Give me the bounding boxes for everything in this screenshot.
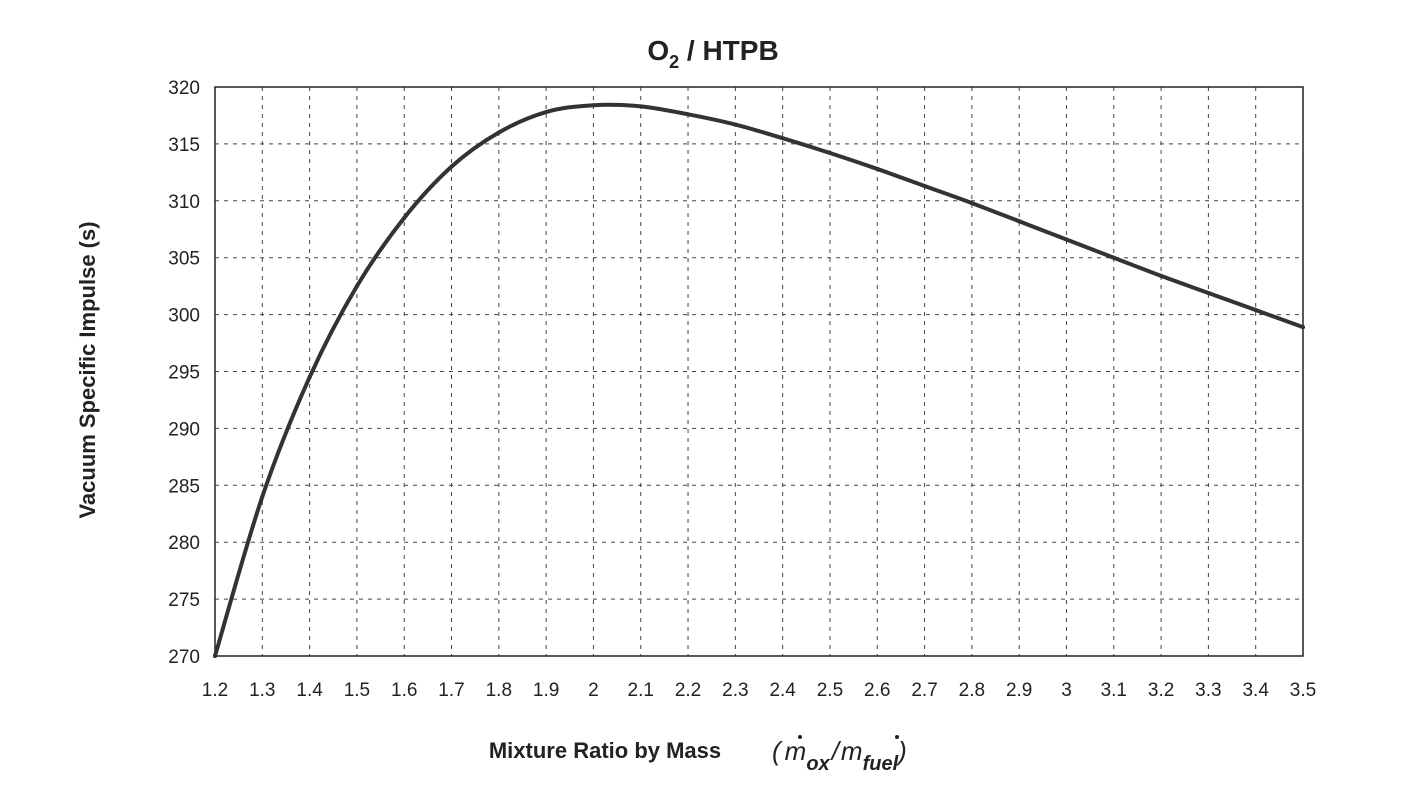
y-tick-label: 295	[168, 363, 200, 384]
x-axis-label: Mixture Ratio by Mass	[489, 738, 721, 763]
data-point	[922, 184, 927, 189]
formula-slash: /	[830, 736, 842, 766]
data-point	[213, 654, 217, 658]
data-point	[780, 136, 785, 141]
numerator-dot-accent	[798, 735, 802, 739]
x-tick-label: 2	[588, 680, 599, 701]
x-tick-label: 1.3	[249, 680, 275, 701]
data-point	[354, 284, 359, 289]
y-tick-label: 320	[168, 78, 200, 99]
x-tick-label: 3.2	[1148, 680, 1174, 701]
x-tick-label: 3.5	[1290, 680, 1316, 701]
x-tick-label: 1.7	[438, 680, 464, 701]
formula-numerator-subscript: ox	[806, 753, 830, 775]
chart-title: O2 / HTPB	[647, 35, 778, 72]
y-tick-label: 315	[168, 135, 200, 156]
series-layer	[213, 102, 1305, 658]
y-axis-label: Vacuum Specific Impulse (s)	[75, 221, 100, 518]
y-tick-label: 280	[168, 533, 200, 554]
data-point	[1111, 255, 1116, 260]
y-tick-label: 270	[168, 647, 200, 668]
y-tick-label: 275	[168, 590, 200, 611]
data-point	[827, 151, 832, 156]
data-point	[496, 130, 501, 135]
x-tick-label: 2.7	[911, 680, 937, 701]
formula-denominator-symbol: m	[841, 736, 863, 766]
data-point	[1206, 290, 1211, 295]
x-tick-label: 2.8	[959, 680, 985, 701]
x-tick-label: 2.9	[1006, 680, 1032, 701]
x-tick-label: 2.4	[769, 680, 796, 701]
data-point	[1253, 308, 1258, 313]
x-tick-label: 1.8	[486, 680, 512, 701]
y-tick-label: 305	[168, 249, 200, 270]
x-tick-label: 2.5	[817, 680, 843, 701]
x-tick-label: 1.5	[344, 680, 370, 701]
data-point	[875, 166, 880, 171]
data-point	[1301, 325, 1305, 330]
data-point	[307, 375, 312, 380]
x-tick-label: 3.3	[1195, 680, 1221, 701]
chart-title-subscript: 2	[669, 52, 679, 72]
formula-close-paren: )	[895, 736, 907, 766]
x-tick-label: 2.3	[722, 680, 748, 701]
grid-lines	[215, 87, 1303, 656]
x-tick-label: 3.1	[1101, 680, 1127, 701]
data-point	[260, 494, 265, 499]
formula-open-paren: (	[772, 736, 783, 766]
data-point	[733, 122, 738, 127]
isp-curve-line	[213, 102, 1305, 658]
x-axis-formula: (mox/mfuel)	[772, 736, 907, 775]
formula-numerator-symbol: m	[785, 736, 807, 766]
data-point	[686, 112, 691, 117]
formula-denominator-subscript: fuel	[863, 753, 899, 775]
y-tick-label: 300	[168, 306, 200, 327]
plot-area-frame	[214, 86, 1304, 657]
data-point	[969, 201, 974, 206]
data-point	[591, 103, 596, 108]
chart-title-main: O	[647, 35, 669, 66]
x-tick-label: 1.9	[533, 680, 559, 701]
y-tick-label: 310	[168, 192, 200, 213]
data-point	[449, 164, 454, 169]
data-point	[1017, 219, 1022, 224]
y-tick-label: 285	[168, 476, 200, 497]
data-point	[638, 104, 643, 109]
chart-title-rest: / HTPB	[679, 35, 779, 66]
x-tick-label: 2.6	[864, 680, 890, 701]
denominator-dot-accent	[895, 735, 899, 739]
data-point	[1064, 237, 1069, 242]
y-tick-label: 290	[168, 419, 200, 440]
data-point	[544, 110, 549, 115]
x-tick-label: 1.6	[391, 680, 417, 701]
x-tick-label: 2.1	[628, 680, 654, 701]
x-tick-label: 3.4	[1242, 680, 1269, 701]
tick-labels: 1.2 1.3 1.4 1.5 1.6 1.7 1.8 1.9 2 2.1 2.2 2.3 2.4 2.5…	[168, 78, 1316, 701]
x-tick-label: 2.2	[675, 680, 701, 701]
data-point	[402, 215, 407, 220]
x-tick-label: 1.4	[296, 680, 323, 701]
data-point	[1159, 273, 1164, 278]
x-tick-label: 3	[1061, 680, 1072, 701]
x-tick-label: 1.2	[202, 680, 228, 701]
